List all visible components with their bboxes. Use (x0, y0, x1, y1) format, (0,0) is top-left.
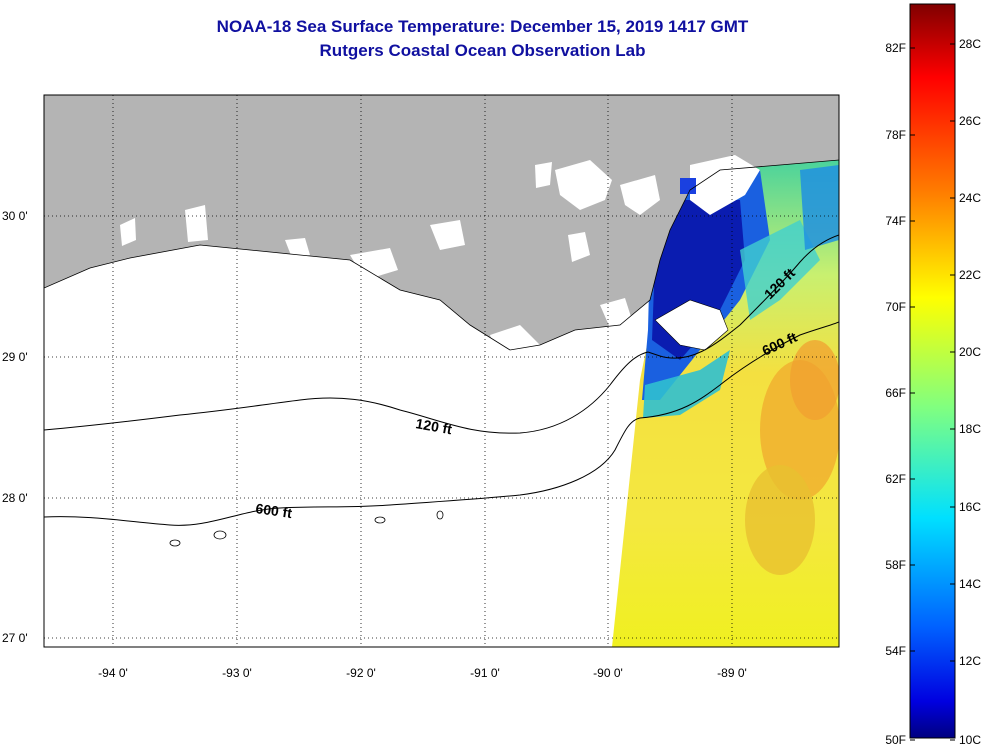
colorbar-fahrenheit-labels: 82F 78F 74F 70F 66F 62F 58F 54F 50F (885, 41, 915, 747)
lon-label-94: -94 0' (98, 666, 128, 680)
lon-label-93: -93 0' (222, 666, 252, 680)
colorbar-c-label: 16C (959, 500, 981, 514)
colorbar-c-label: 26C (959, 114, 981, 128)
colorbar-f-label: 66F (885, 386, 906, 400)
contour-600ft (44, 321, 839, 526)
map-title: NOAA-18 Sea Surface Temperature: Decembe… (216, 17, 749, 36)
map-subtitle: Rutgers Coastal Ocean Observation Lab (319, 41, 646, 60)
colorbar-f-label: 50F (885, 733, 906, 747)
contour-label-600ft-west: 600 ft (255, 500, 294, 521)
colorbar-c-label: 20C (959, 345, 981, 359)
colorbar-celsius-labels: 28C 26C 24C 22C 20C 18C 16C 14C 12C 10C (950, 37, 981, 747)
land-mass (44, 95, 839, 350)
coastline (44, 159, 839, 351)
lat-label-28: 28 0' (2, 491, 28, 505)
contour-120ft (44, 234, 839, 434)
colorbar-f-label: 58F (885, 558, 906, 572)
lon-label-89: -89 0' (717, 666, 747, 680)
colorbar-c-label: 14C (959, 577, 981, 591)
lon-label-92: -92 0' (346, 666, 376, 680)
colorbar-f-label: 54F (885, 644, 906, 658)
colorbar-f-label: 74F (885, 214, 906, 228)
colorbar-c-label: 18C (959, 422, 981, 436)
contour-label-120ft-west: 120 ft (414, 415, 453, 437)
colorbar-c-label: 28C (959, 37, 981, 51)
lon-label-91: -91 0' (470, 666, 500, 680)
colorbar-f-label: 62F (885, 472, 906, 486)
lat-label-30: 30 0' (2, 209, 28, 223)
colorbar-c-label: 24C (959, 191, 981, 205)
lon-label-90: -90 0' (593, 666, 623, 680)
lat-label-27: 27 0' (2, 631, 28, 645)
lat-label-29: 29 0' (2, 350, 28, 364)
temperature-colorbar (909, 3, 956, 739)
colorbar-f-label: 82F (885, 41, 906, 55)
colorbar-f-label: 70F (885, 300, 906, 314)
colorbar-c-label: 12C (959, 654, 981, 668)
colorbar-c-label: 10C (959, 733, 981, 747)
colorbar-c-label: 22C (959, 268, 981, 282)
grid (44, 95, 839, 647)
colorbar-f-label: 78F (885, 128, 906, 142)
